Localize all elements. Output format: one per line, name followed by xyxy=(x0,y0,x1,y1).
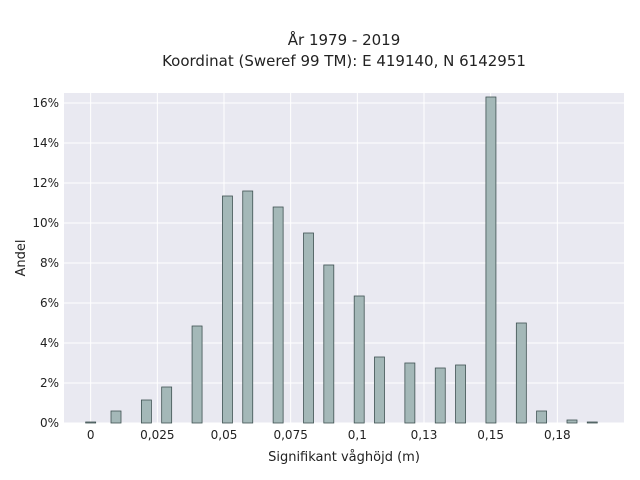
x-tick-label: 0,05 xyxy=(211,428,238,442)
bar xyxy=(110,410,122,424)
bar xyxy=(140,399,152,424)
x-axis-label: Signifikant våghöjd (m) xyxy=(268,450,420,465)
bar xyxy=(272,206,284,424)
y-tick-label: 12% xyxy=(32,176,59,190)
bar xyxy=(191,325,203,424)
bar xyxy=(434,367,446,424)
bar xyxy=(161,386,173,424)
y-axis-label: Andel xyxy=(14,240,29,277)
bar xyxy=(323,264,335,424)
chart-title: År 1979 - 2019 xyxy=(288,30,401,49)
y-tick-label: 14% xyxy=(32,136,59,150)
y-tick-label: 2% xyxy=(40,376,59,390)
chart-subtitle: Koordinat (Sweref 99 TM): E 419140, N 61… xyxy=(162,52,526,70)
x-tick-label: 0,1 xyxy=(348,428,367,442)
x-tick-label: 0,18 xyxy=(544,428,571,442)
bar xyxy=(515,322,527,424)
grid-lines xyxy=(64,93,624,424)
y-tick-label: 4% xyxy=(40,336,59,350)
bar xyxy=(303,232,314,424)
y-tick-label: 10% xyxy=(32,216,59,230)
bar xyxy=(485,96,497,424)
bars xyxy=(85,96,598,424)
x-tick-label: 0,15 xyxy=(477,428,504,442)
x-tick-label: 0,025 xyxy=(140,428,174,442)
bar xyxy=(455,364,466,424)
bar xyxy=(242,190,254,424)
bar xyxy=(404,362,416,424)
bar xyxy=(353,295,365,424)
y-tick-label: 8% xyxy=(40,256,59,270)
bar xyxy=(536,410,547,424)
bar xyxy=(85,421,97,424)
y-tick-label: 6% xyxy=(40,296,59,310)
y-tick-label: 16% xyxy=(32,96,59,110)
x-tick-label: 0 xyxy=(87,428,95,442)
bar xyxy=(586,421,598,424)
x-tick-label: 0,075 xyxy=(273,428,307,442)
y-tick-label: 0% xyxy=(40,416,59,430)
bar xyxy=(222,195,233,424)
bar xyxy=(566,419,578,424)
x-tick-label: 0,13 xyxy=(411,428,438,442)
bar xyxy=(374,356,385,424)
tick-labels: 0 0,025 0,05 0,075 0,1 0,13 0,15 0,18 0% 2% 4% 6% 8%… xyxy=(32,96,570,442)
